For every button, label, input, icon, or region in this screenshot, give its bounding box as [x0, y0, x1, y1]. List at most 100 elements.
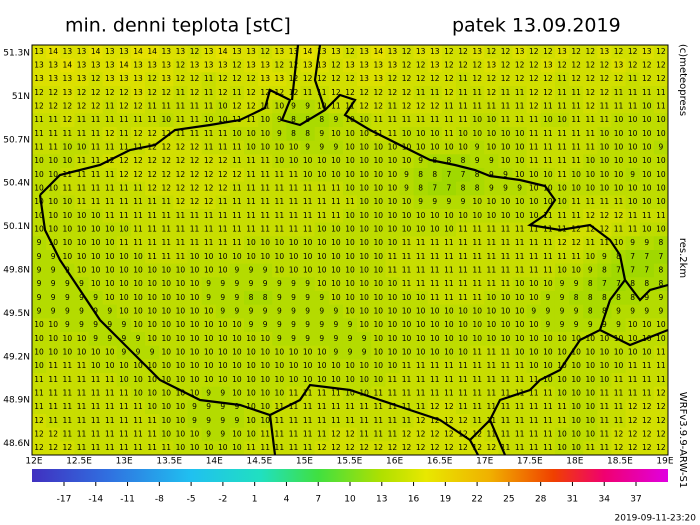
grid-value: 7	[447, 184, 452, 193]
grid-value: 12	[63, 115, 73, 124]
colorbar-label: -8	[155, 495, 164, 505]
grid-value: 10	[176, 443, 186, 452]
grid-value: 11	[289, 184, 299, 193]
grid-value: 10	[359, 211, 369, 220]
grid-value: 10	[176, 361, 186, 370]
grid-value: 9	[574, 279, 579, 288]
grid-value: 9	[220, 430, 225, 439]
grid-value: 11	[161, 252, 171, 261]
grid-value: 11	[515, 416, 525, 425]
grid-value: 11	[628, 211, 638, 220]
grid-value: 12	[487, 443, 497, 452]
grid-value: 11	[472, 238, 482, 247]
grid-cell	[272, 127, 287, 142]
grid-value: 11	[232, 143, 242, 152]
grid-value: 10	[373, 238, 383, 247]
grid-value: 10	[487, 334, 497, 343]
grid-value: 10	[34, 361, 44, 370]
grid-cell	[484, 86, 499, 101]
grid-value: 11	[34, 402, 44, 411]
grid-value: 12	[656, 402, 666, 411]
grid-value: 9	[319, 320, 324, 329]
grid-value: 13	[359, 61, 369, 70]
grid-cell	[441, 99, 457, 114]
grid-value: 10	[402, 143, 412, 152]
grid-value: 10	[119, 266, 129, 275]
grid-value: 10	[147, 402, 157, 411]
grid-value: 11	[119, 238, 129, 247]
grid-value: 11	[232, 184, 242, 193]
grid-value: 11	[317, 197, 327, 206]
grid-value: 13	[289, 47, 299, 56]
grid-cell	[639, 127, 655, 142]
grid-cell	[371, 58, 386, 73]
colorbar-label: -2	[218, 495, 227, 505]
grid-value: 11	[317, 211, 327, 220]
grid-value: 10	[275, 238, 285, 247]
grid-value: 8	[588, 293, 593, 302]
grid-value: 10	[628, 115, 638, 124]
grid-value: 10	[260, 361, 270, 370]
grid-cell	[102, 45, 118, 60]
grid-value: 9	[503, 184, 508, 193]
grid-value: 11	[515, 361, 525, 370]
grid-value: 11	[105, 389, 115, 398]
grid-value: 12	[571, 61, 581, 70]
grid-value: 10	[303, 156, 313, 165]
lon-label: 12.5E	[66, 457, 92, 467]
grid-value: 11	[204, 238, 214, 247]
grid-value: 11	[529, 416, 539, 425]
grid-cell	[540, 99, 556, 114]
grid-cell	[569, 58, 584, 73]
grid-value: 10	[63, 211, 73, 220]
grid-value: 11	[501, 238, 511, 247]
grid-value: 11	[147, 238, 157, 247]
grid-value: 10	[359, 156, 369, 165]
grid-value: 11	[176, 252, 186, 261]
grid-value: 11	[119, 430, 129, 439]
grid-value: 11	[303, 402, 313, 411]
grid-value: 11	[246, 156, 256, 165]
grid-value: 9	[333, 334, 338, 343]
grid-value: 11	[77, 430, 87, 439]
grid-value: 11	[260, 443, 270, 452]
grid-cell	[116, 86, 132, 101]
grid-value: 9	[305, 143, 310, 152]
grid-value: 10	[487, 129, 497, 138]
grid-cell	[470, 113, 485, 128]
grid-value: 12	[119, 88, 129, 97]
grid-value: 10	[458, 348, 468, 357]
grid-value: 11	[444, 375, 454, 384]
grid-value: 10	[359, 320, 369, 329]
grid-value: 11	[571, 211, 581, 220]
grid-value: 12	[147, 143, 157, 152]
grid-value: 8	[616, 293, 621, 302]
grid-value: 9	[206, 279, 211, 288]
grid-value: 10	[571, 184, 581, 193]
grid-value: 12	[34, 430, 44, 439]
grid-value: 12	[218, 74, 228, 83]
grid-cell	[74, 99, 90, 114]
grid-cell	[258, 58, 273, 73]
grid-value: 10	[331, 266, 341, 275]
grid-value: 10	[246, 416, 256, 425]
grid-value: 11	[133, 225, 143, 234]
grid-cell	[399, 72, 415, 87]
grid-value: 10	[543, 279, 553, 288]
grid-value: 12	[557, 61, 567, 70]
grid-value: 10	[656, 320, 666, 329]
grid-value: 12	[416, 74, 426, 83]
grid-value: 10	[359, 143, 369, 152]
grid-value: 11	[557, 143, 567, 152]
grid-value: 12	[260, 88, 270, 97]
grid-value: 10	[388, 170, 398, 179]
grid-value: 10	[557, 184, 567, 193]
grid-value: 10	[487, 143, 497, 152]
grid-value: 10	[260, 348, 270, 357]
grid-value: 12	[105, 88, 115, 97]
grid-value: 11	[458, 238, 468, 247]
grid-value: 10	[331, 293, 341, 302]
grid-value: 10	[147, 334, 157, 343]
grid-value: 11	[642, 389, 652, 398]
